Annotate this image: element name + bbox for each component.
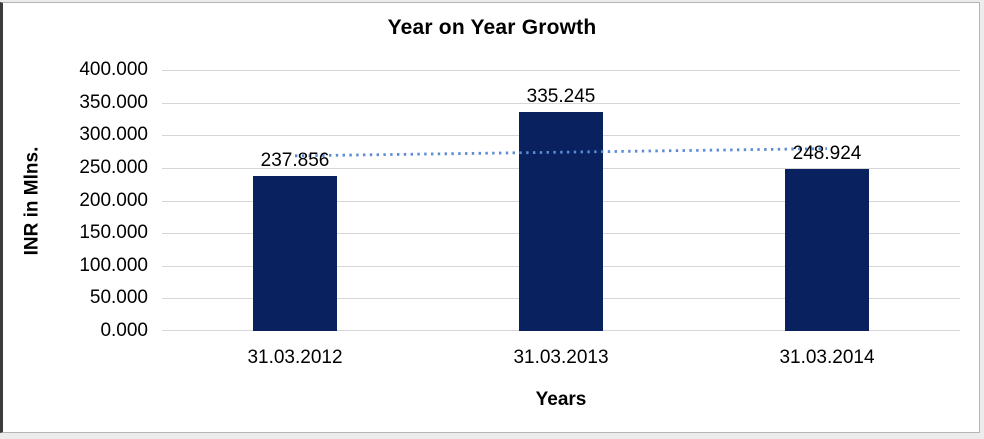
y-tick-label: 50.000 (89, 287, 148, 309)
y-tick-label: 100.000 (79, 254, 148, 276)
x-axis-title: Years (535, 389, 587, 410)
y-tick-label: 150.000 (79, 222, 148, 244)
chart-title: Year on Year Growth (387, 16, 597, 39)
data-label: 237.856 (260, 149, 330, 171)
x-axis-tick-labels: 31.03.2012 31.03.2013 31.03.2014 (162, 347, 960, 373)
trendline (294, 147, 828, 158)
bar-31.03.2014 (785, 168, 869, 331)
y-tick-label: 300.000 (79, 124, 148, 146)
data-label: 248.924 (792, 142, 862, 164)
bar-31.03.2012 (253, 175, 337, 331)
gridline (162, 70, 960, 71)
y-tick-label: 350.000 (79, 91, 148, 113)
y-tick-label: 200.000 (79, 189, 148, 211)
gridline (162, 102, 960, 104)
plot-area: 237.856 335.245 248.924 (162, 70, 960, 331)
y-tick-label: 250.000 (79, 156, 148, 178)
x-tick-label: 31.03.2014 (779, 347, 875, 368)
bar-31.03.2013 (519, 112, 603, 331)
x-tick-label: 31.03.2012 (247, 347, 343, 368)
data-label: 335.245 (526, 86, 596, 108)
y-axis-tick-labels: 400.000 350.000 300.000 250.000 200.000 150.0… (0, 0, 148, 439)
y-tick-label: 0.000 (100, 320, 148, 341)
y-tick-label: 400.000 (79, 59, 148, 80)
x-tick-label: 31.03.2013 (513, 347, 609, 368)
